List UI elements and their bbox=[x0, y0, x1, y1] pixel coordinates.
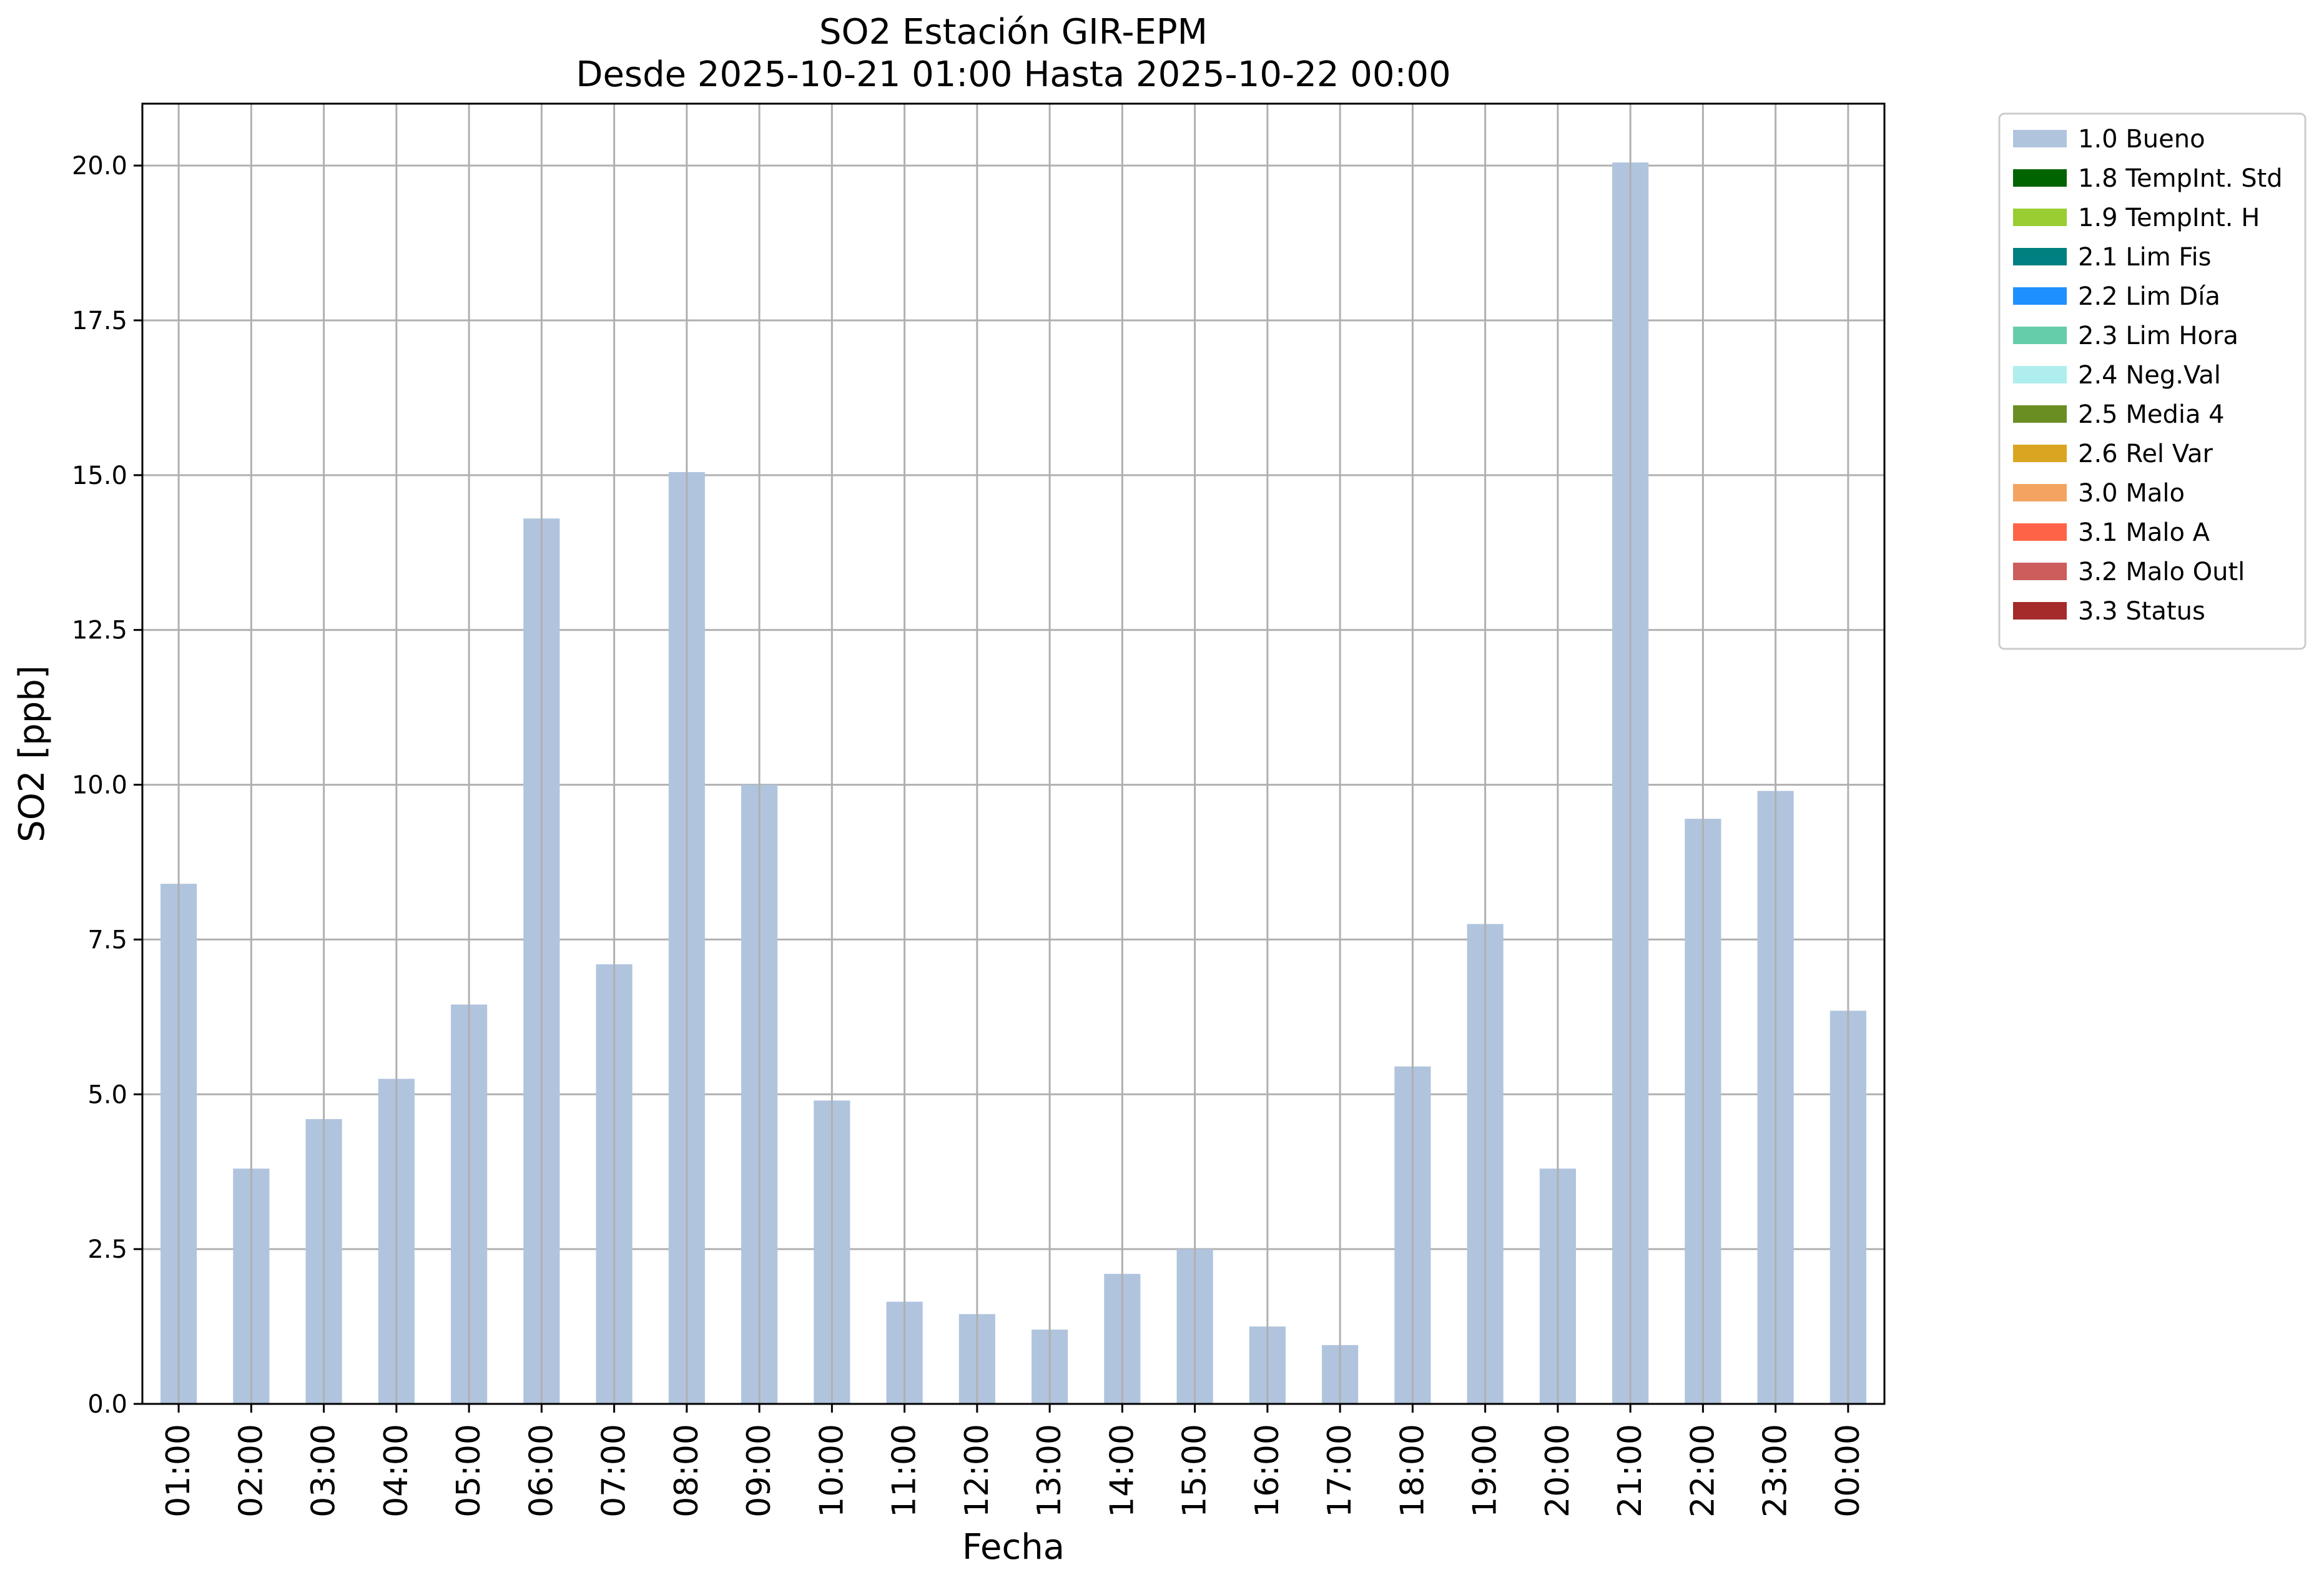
y-tick-label: 7.5 bbox=[87, 926, 127, 954]
legend-label: 3.3 Status bbox=[2078, 597, 2205, 626]
x-tick-label: 18:00 bbox=[1394, 1424, 1431, 1518]
legend-swatch bbox=[2013, 209, 2067, 226]
chart-title: SO2 Estación GIR-EPM bbox=[819, 12, 1208, 52]
legend-label: 2.3 Lim Hora bbox=[2078, 322, 2238, 350]
legend-label: 1.9 TempInt. H bbox=[2078, 204, 2260, 232]
legend-label: 2.4 Neg.Val bbox=[2078, 361, 2221, 390]
x-tick-label: 02:00 bbox=[232, 1424, 270, 1518]
x-tick-label: 04:00 bbox=[378, 1424, 415, 1518]
x-tick-label: 06:00 bbox=[523, 1424, 560, 1518]
x-tick-label: 08:00 bbox=[668, 1424, 706, 1518]
x-tick-label: 22:00 bbox=[1684, 1424, 1721, 1518]
legend-swatch bbox=[2013, 563, 2067, 580]
x-tick-label: 17:00 bbox=[1321, 1424, 1359, 1518]
grid bbox=[142, 164, 1884, 1405]
x-tick-label: 13:00 bbox=[1031, 1424, 1068, 1518]
legend-label: 3.2 Malo Outl bbox=[2078, 558, 2245, 586]
legend-label: 3.1 Malo A bbox=[2078, 518, 2210, 547]
x-tick-label: 11:00 bbox=[886, 1424, 923, 1518]
x-tick-label: 12:00 bbox=[958, 1424, 996, 1518]
legend-label: 2.5 Media 4 bbox=[2078, 400, 2225, 429]
legend-label: 2.6 Rel Var bbox=[2078, 440, 2213, 468]
x-tick-label: 09:00 bbox=[741, 1424, 778, 1518]
y-tick-label: 0.0 bbox=[87, 1390, 127, 1419]
legend-swatch bbox=[2013, 169, 2067, 187]
x-tick-label: 00:00 bbox=[1829, 1424, 1867, 1518]
x-tick-label: 14:00 bbox=[1103, 1424, 1141, 1518]
x-tick-label: 19:00 bbox=[1467, 1424, 1504, 1518]
legend-swatch bbox=[2013, 327, 2067, 344]
y-tick-label: 5.0 bbox=[87, 1080, 127, 1109]
legend-label: 1.0 Bueno bbox=[2078, 125, 2205, 154]
chart-subtitle: Desde 2025-10-21 01:00 Hasta 2025-10-22 … bbox=[576, 54, 1450, 95]
legend-swatch bbox=[2013, 445, 2067, 462]
x-tick-label: 21:00 bbox=[1612, 1424, 1649, 1518]
x-axis: 01:00 02:00 03:00 04:00 05:00 06:00 07:00 08:00… bbox=[160, 1404, 1867, 1518]
y-tick-label: 17.5 bbox=[72, 307, 127, 335]
x-tick-label: 16:00 bbox=[1249, 1424, 1286, 1518]
x-tick-label: 07:00 bbox=[596, 1424, 633, 1518]
x-tick-label: 03:00 bbox=[305, 1424, 343, 1518]
legend: 1.0 Bueno 1.8 TempInt. Std 1.9 TempInt. H 2… bbox=[1998, 112, 2307, 650]
plot-frame bbox=[141, 102, 1886, 1405]
legend-swatch bbox=[2013, 484, 2067, 501]
legend-swatch bbox=[2013, 366, 2067, 383]
y-tick-label: 12.5 bbox=[72, 616, 127, 645]
x-tick-label: 01:00 bbox=[160, 1424, 197, 1518]
legend-swatch bbox=[2013, 130, 2067, 147]
x-tick-label: 23:00 bbox=[1757, 1424, 1795, 1518]
y-axis-label: SO2 [ppb] bbox=[12, 665, 52, 842]
legend-label: 1.8 TempInt. Std bbox=[2078, 164, 2283, 193]
legend-swatch bbox=[2013, 405, 2067, 423]
legend-swatch bbox=[2013, 523, 2067, 541]
x-tick-label: 05:00 bbox=[450, 1424, 488, 1518]
vertical-grid bbox=[177, 104, 1849, 1404]
legend-swatch bbox=[2013, 287, 2067, 305]
legend-label: 2.1 Lim Fis bbox=[2078, 243, 2211, 272]
y-tick-label: 15.0 bbox=[72, 462, 127, 490]
x-tick-label: 10:00 bbox=[813, 1424, 850, 1518]
legend-label: 3.0 Malo bbox=[2078, 479, 2185, 508]
legend-frame bbox=[1998, 112, 2307, 650]
x-axis-label: Fecha bbox=[962, 1527, 1065, 1568]
legend-swatch bbox=[2013, 248, 2067, 265]
x-tick-label: 15:00 bbox=[1176, 1424, 1214, 1518]
y-tick-label: 20.0 bbox=[72, 152, 127, 180]
legend-label: 2.2 Lim Día bbox=[2078, 282, 2220, 311]
y-tick-label: 2.5 bbox=[87, 1235, 127, 1264]
x-tick-label: 20:00 bbox=[1539, 1424, 1577, 1518]
legend-swatch bbox=[2013, 602, 2067, 620]
y-tick-label: 10.0 bbox=[72, 771, 127, 800]
y-axis: 0.0 2.5 5.0 7.5 10.0 12.5 15.0 17.5 20.0 bbox=[72, 152, 142, 1419]
